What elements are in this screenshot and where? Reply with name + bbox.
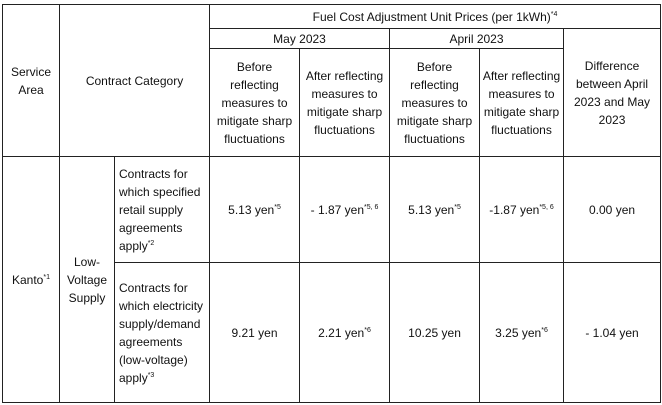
fuel-cost-table: Service Area Contract Category Fuel Cost… [2,4,662,403]
table-row: Contracts for which electricity supply/d… [3,262,662,403]
note-marker: *4 [550,10,558,18]
service-area-header: Service Area [2,4,60,157]
april-after-value: -1.87 yen*5, 6 [479,156,565,263]
note-marker: *1 [43,273,50,281]
note-marker: *3 [147,371,155,379]
difference-header: Difference between April 2023 and May 20… [563,28,662,157]
april-before-value: 10.25 yen [389,262,481,403]
note-marker: *6 [541,326,548,334]
may-after-header: After reflecting measures to mitigate sh… [299,48,391,157]
fuel-cost-group-header: Fuel Cost Adjustment Unit Prices (per 1k… [209,4,662,29]
april-2023-header: April 2023 [389,28,565,49]
may-before-value: 5.13 yen*5 [209,156,301,263]
may-before-value: 9.21 yen [209,262,301,403]
april-before-value: 5.13 yen*5 [389,156,481,263]
note-marker: *5, 6 [364,203,379,211]
contract-cell: Contracts for which specified retail sup… [113,156,211,263]
contract-category-header: Contract Category [58,4,211,157]
may-after-value: 2.21 yen*6 [299,262,391,403]
service-area-cell: Kanto*1 [2,156,60,403]
april-after-header: After reflecting measures to mitigate sh… [479,48,565,157]
note-marker: *6 [364,326,371,334]
may-before-header: Before reflecting measures to mitigate s… [209,48,301,157]
contract-cell: Contracts for which electricity supply/d… [113,262,211,403]
note-marker: *5 [274,203,281,211]
may-after-value: - 1.87 yen*5, 6 [299,156,391,263]
april-after-value: 3.25 yen*6 [479,262,565,403]
table-row: Kanto*1 Low-Voltage Supply Contracts for… [2,156,662,403]
april-before-header: Before reflecting measures to mitigate s… [389,48,481,157]
may-2023-header: May 2023 [209,28,391,49]
difference-value: 0.00 yen [563,156,662,263]
note-marker: *2 [147,239,155,247]
supply-type-cell: Low-Voltage Supply [59,156,115,403]
difference-value: - 1.04 yen [563,262,662,403]
note-marker: *5, 6 [539,203,554,211]
note-marker: *5 [454,203,461,211]
